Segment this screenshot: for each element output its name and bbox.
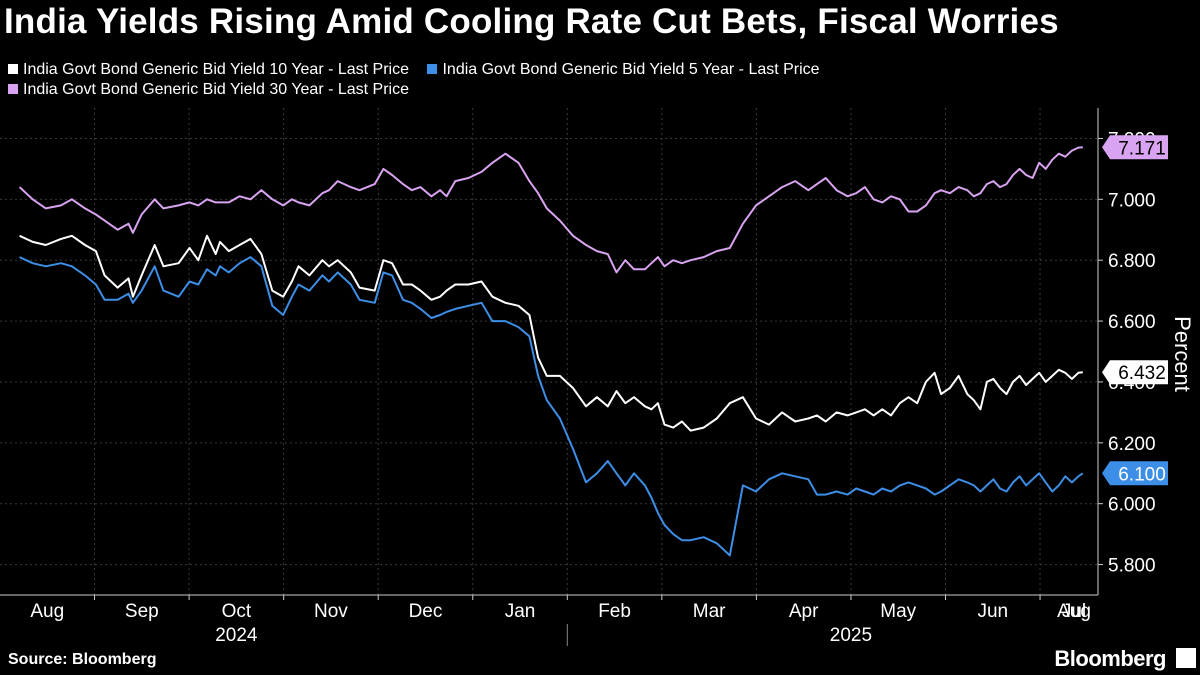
y-tick-label-6: 7.000 (1108, 190, 1156, 211)
bloomberg-logo: Bloomberg (1054, 646, 1166, 671)
year-label-0: 2024 (215, 625, 258, 646)
x-tick-label-8: Apr (789, 601, 819, 622)
x-tick-label-0: Aug (30, 601, 64, 622)
legend-label-30y: India Govt Bond Generic Bid Yield 30 Yea… (23, 81, 410, 98)
y-tick-label-2: 6.200 (1108, 434, 1156, 455)
x-tick-label-9: May (880, 601, 916, 622)
x-tick-label-1: Sep (125, 601, 159, 622)
series-line-10y (19, 234, 1083, 432)
x-tick-label-6: Feb (598, 601, 631, 622)
y-tick-label-4: 6.600 (1108, 312, 1156, 333)
legend-row-2: India Govt Bond Generic Bid Yield 30 Yea… (8, 80, 1008, 100)
x-tick-label-4: Dec (409, 601, 443, 622)
legend-swatch-10y (8, 64, 18, 74)
y-tick-label-0: 5.800 (1108, 556, 1156, 577)
legend-label-10y: India Govt Bond Generic Bid Yield 10 Yea… (23, 61, 410, 78)
last-value-label-10y: 6.432 (1118, 363, 1166, 384)
x-tick-label-11: Jul (1062, 601, 1086, 622)
legend-item-5y[interactable]: India Govt Bond Generic Bid Yield 5 Year… (427, 60, 820, 80)
chart-title: India Yields Rising Amid Cooling Rate Cu… (4, 2, 1059, 41)
series-line-5y (19, 256, 1084, 557)
legend-swatch-30y (8, 84, 18, 94)
last-value-label-30y: 7.171 (1118, 138, 1166, 159)
last-value-flag-30y: 7.171 (1102, 135, 1168, 160)
bloomberg-terminal-icon (1176, 648, 1196, 668)
legend-row-1: India Govt Bond Generic Bid Yield 10 Yea… (8, 60, 1008, 80)
y-tick-label-1: 6.000 (1108, 495, 1156, 516)
series-line-30y (18, 146, 1083, 274)
last-value-flag-5y: 6.100 (1102, 461, 1168, 486)
last-value-flag-10y: 6.432 (1102, 360, 1168, 385)
legend-swatch-5y (427, 64, 438, 74)
legend: India Govt Bond Generic Bid Yield 10 Yea… (8, 60, 1008, 100)
year-label-1: 2025 (830, 625, 872, 646)
y-axis-title: Percent (1170, 316, 1195, 392)
x-tick-label-3: Nov (314, 601, 348, 622)
y-tick-label-5: 6.800 (1108, 251, 1156, 272)
last-value-flag-bg-30y (1102, 135, 1168, 160)
x-tick-label-10: Jun (977, 601, 1008, 622)
x-tick-label-5: Jan (505, 601, 536, 622)
x-tick-label-2: Oct (222, 601, 252, 622)
last-value-flag-bg-5y (1102, 461, 1168, 486)
last-value-label-5y: 6.100 (1118, 464, 1166, 485)
last-value-flag-bg-10y (1102, 360, 1168, 385)
x-tick-label-7: Mar (693, 601, 726, 622)
legend-item-30y[interactable]: India Govt Bond Generic Bid Yield 30 Yea… (8, 80, 409, 100)
legend-item-10y[interactable]: India Govt Bond Generic Bid Yield 10 Yea… (8, 60, 409, 80)
x-tick-label-12: Aug (1057, 601, 1091, 622)
legend-label-5y: India Govt Bond Generic Bid Yield 5 Year… (442, 61, 820, 78)
source-note: Source: Bloomberg (8, 651, 157, 668)
